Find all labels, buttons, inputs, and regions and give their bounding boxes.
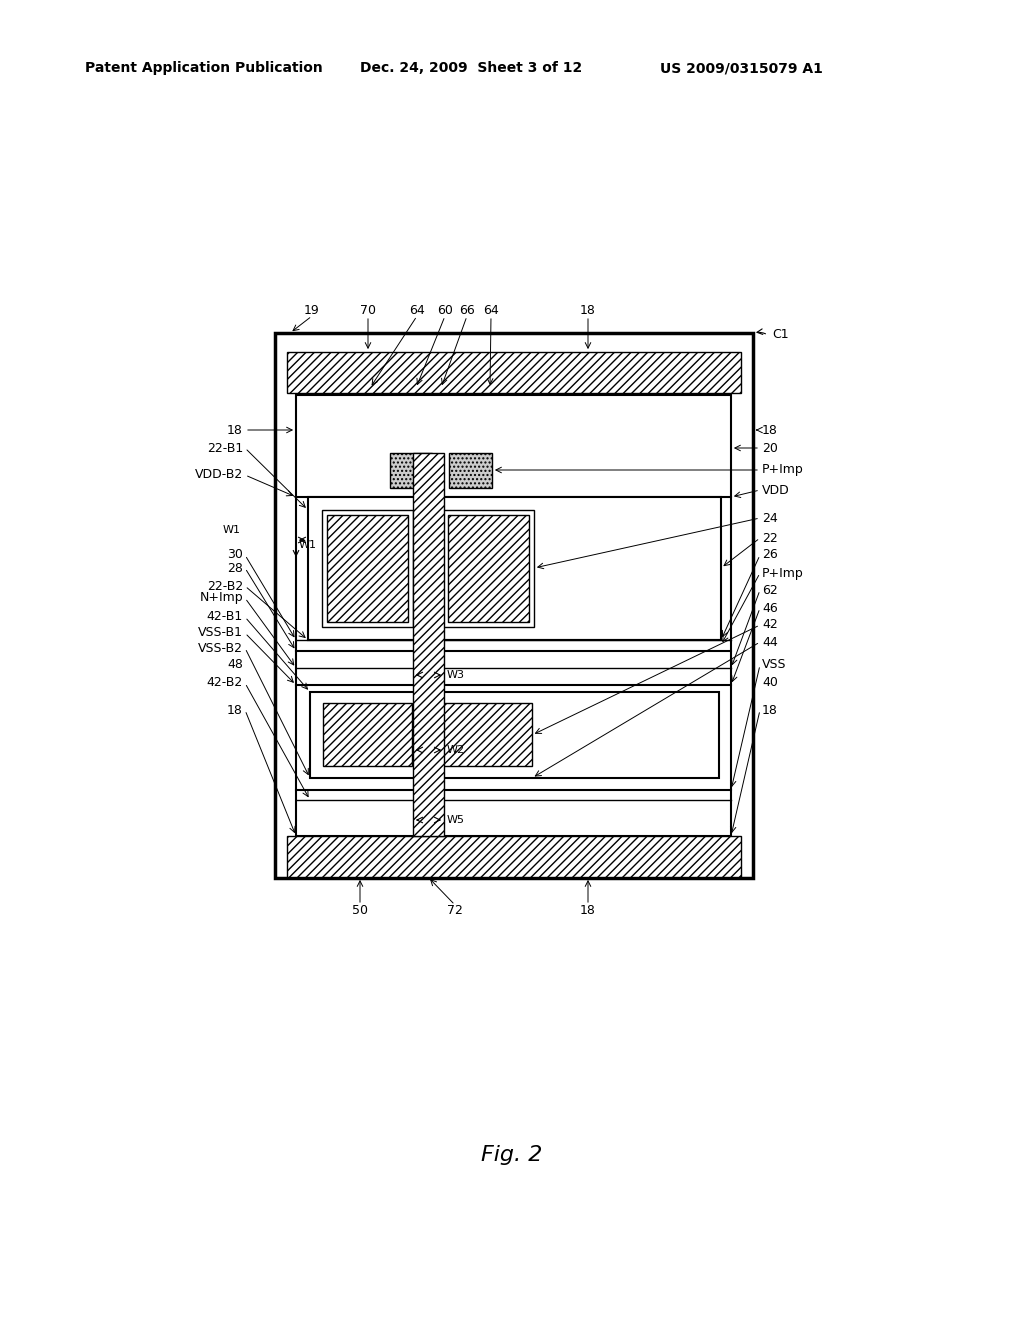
Bar bbox=[296, 395, 731, 836]
Text: 18: 18 bbox=[762, 704, 778, 717]
Bar bbox=[287, 836, 741, 876]
Text: 60: 60 bbox=[437, 304, 453, 317]
Text: 24: 24 bbox=[762, 511, 778, 524]
Text: 26: 26 bbox=[762, 549, 778, 561]
Bar bbox=[323, 704, 412, 766]
Text: VDD-B2: VDD-B2 bbox=[195, 469, 243, 482]
Text: C1: C1 bbox=[772, 329, 788, 342]
Bar bbox=[322, 510, 413, 627]
Text: 22-B1: 22-B1 bbox=[207, 441, 243, 454]
Text: 50: 50 bbox=[352, 903, 368, 916]
Text: 18: 18 bbox=[227, 424, 243, 437]
Text: 72: 72 bbox=[447, 903, 463, 916]
Text: 66: 66 bbox=[459, 304, 475, 317]
Bar bbox=[287, 352, 741, 393]
Text: Patent Application Publication: Patent Application Publication bbox=[85, 61, 323, 75]
Text: 42-B1: 42-B1 bbox=[207, 610, 243, 623]
Text: 70: 70 bbox=[360, 304, 376, 317]
Text: W1: W1 bbox=[223, 525, 241, 535]
Text: 20: 20 bbox=[762, 441, 778, 454]
Bar bbox=[275, 333, 753, 878]
Bar bbox=[310, 692, 719, 777]
Text: W5: W5 bbox=[447, 814, 465, 825]
Text: W3: W3 bbox=[447, 671, 465, 680]
Text: US 2009/0315079 A1: US 2009/0315079 A1 bbox=[660, 61, 823, 75]
Text: 42-B2: 42-B2 bbox=[207, 676, 243, 689]
Text: 48: 48 bbox=[227, 659, 243, 672]
Text: W1: W1 bbox=[299, 540, 317, 550]
Bar bbox=[327, 515, 408, 622]
Text: 62: 62 bbox=[762, 583, 778, 597]
Bar bbox=[443, 704, 532, 766]
Text: 18: 18 bbox=[580, 304, 596, 317]
Text: VSS-B2: VSS-B2 bbox=[198, 642, 243, 655]
Text: 30: 30 bbox=[227, 549, 243, 561]
Text: W2: W2 bbox=[447, 744, 465, 755]
Text: 19: 19 bbox=[304, 304, 319, 317]
Text: 42: 42 bbox=[762, 619, 778, 631]
Text: 44: 44 bbox=[762, 635, 778, 648]
Bar bbox=[390, 453, 432, 488]
Bar bbox=[308, 498, 721, 640]
Text: 28: 28 bbox=[227, 561, 243, 574]
Text: VSS: VSS bbox=[762, 659, 786, 672]
Text: VSS-B1: VSS-B1 bbox=[198, 627, 243, 639]
Text: VDD: VDD bbox=[762, 483, 790, 496]
Bar bbox=[449, 453, 492, 488]
Text: 64: 64 bbox=[410, 304, 425, 317]
Text: 18: 18 bbox=[762, 424, 778, 437]
Text: Fig. 2: Fig. 2 bbox=[481, 1144, 543, 1166]
Text: 46: 46 bbox=[762, 602, 778, 615]
Bar bbox=[449, 515, 529, 622]
Text: 18: 18 bbox=[227, 704, 243, 717]
Text: P+Imp: P+Imp bbox=[762, 566, 804, 579]
Text: 18: 18 bbox=[580, 903, 596, 916]
Bar bbox=[443, 510, 534, 627]
Text: 40: 40 bbox=[762, 676, 778, 689]
Text: Dec. 24, 2009  Sheet 3 of 12: Dec. 24, 2009 Sheet 3 of 12 bbox=[360, 61, 583, 75]
Text: 22: 22 bbox=[762, 532, 778, 544]
Text: 22-B2: 22-B2 bbox=[207, 579, 243, 593]
Text: N+Imp: N+Imp bbox=[200, 591, 243, 605]
Bar bbox=[413, 453, 444, 836]
Text: 64: 64 bbox=[483, 304, 499, 317]
Text: P+Imp: P+Imp bbox=[762, 463, 804, 477]
